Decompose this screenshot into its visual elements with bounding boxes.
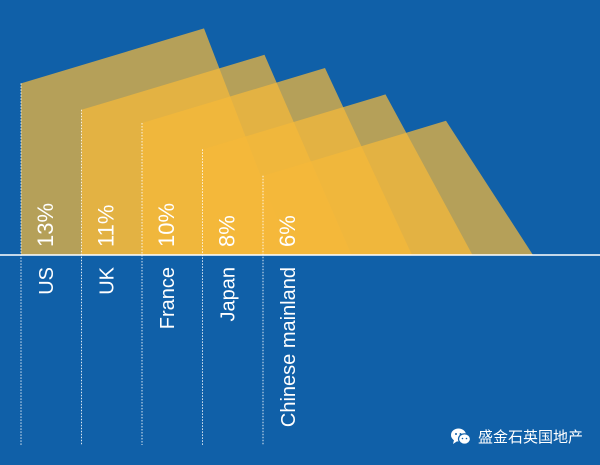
category-label-1: UK <box>97 266 119 294</box>
value-label-0: 13% <box>33 203 58 247</box>
wechat-icon <box>451 428 472 445</box>
watermark: 盛金石英国地产 <box>450 426 583 447</box>
value-label-4: 6% <box>275 215 300 247</box>
value-label-2: 10% <box>154 203 179 247</box>
category-label-2: France <box>157 267 179 329</box>
watermark-text: 盛金石英国地产 <box>478 428 584 446</box>
chart-labels: 13% US 11% UK 10% France 8% Japan 6% Chinese main… <box>33 203 300 427</box>
category-label-0: US <box>36 267 58 295</box>
value-label-3: 8% <box>215 215 240 247</box>
category-guides <box>20 83 264 445</box>
category-label-4: Chinese mainland <box>278 267 300 427</box>
chart-shapes <box>21 28 533 256</box>
area-shape-4 <box>263 120 533 255</box>
category-label-3: Japan <box>218 267 240 322</box>
value-label-1: 11% <box>94 205 119 247</box>
